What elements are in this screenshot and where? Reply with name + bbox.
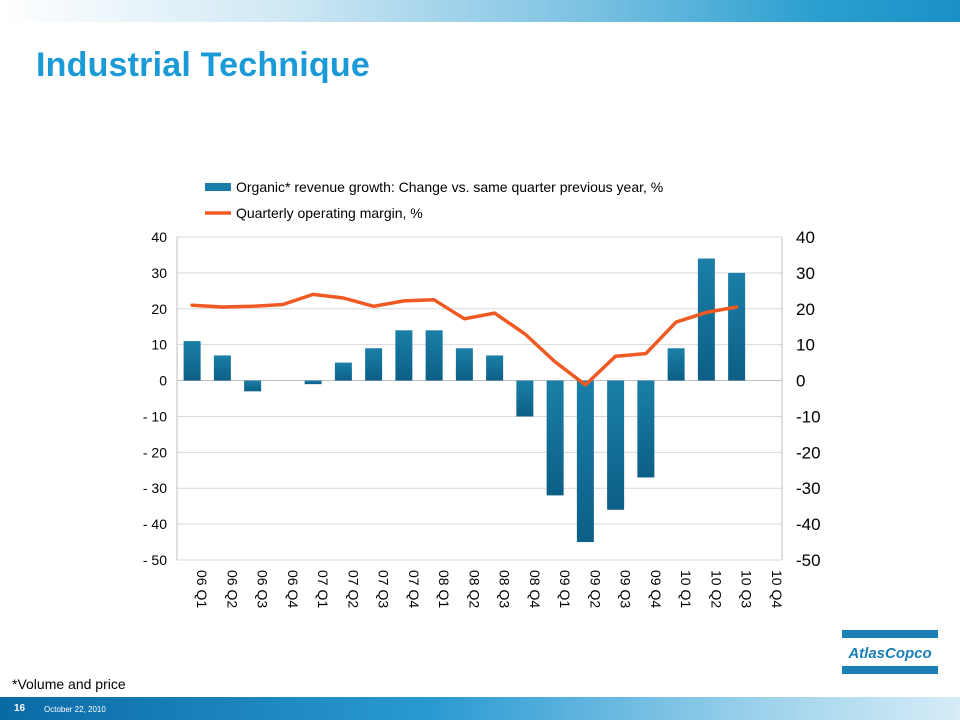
bar: [244, 380, 262, 392]
y-tick-left: 0: [159, 373, 167, 389]
y-tick-right: 10: [796, 336, 815, 355]
x-tick-label: 08 Q1: [436, 570, 452, 608]
svg-text:AtlasCopco: AtlasCopco: [847, 645, 931, 662]
x-tick-label: 09 Q2: [587, 570, 603, 608]
x-tick-label: 07 Q4: [406, 570, 422, 608]
x-tick-label: 10 Q4: [769, 570, 785, 608]
x-tick-label: 08 Q4: [527, 570, 543, 608]
x-tick-label: 10 Q1: [678, 570, 694, 608]
x-tick-label: 07 Q2: [345, 570, 361, 608]
bar: [334, 362, 352, 381]
bar: [546, 380, 564, 496]
y-tick-left: - 20: [143, 444, 167, 460]
margin-line: [190, 292, 739, 387]
bar: [576, 380, 594, 543]
slide-title: Industrial Technique: [36, 46, 370, 84]
x-tick-label: 08 Q3: [497, 570, 513, 608]
bar: [213, 355, 231, 381]
bar: [728, 272, 746, 381]
y-tick-left: 10: [151, 337, 167, 353]
x-tick-label: 09 Q1: [557, 570, 573, 608]
atlas-copco-logo: AtlasCopco: [842, 630, 938, 674]
y-tick-right: 40: [796, 228, 815, 247]
bar: [183, 341, 201, 381]
bar: [395, 330, 413, 381]
bar: [697, 258, 715, 381]
x-tick-label: 06 Q1: [194, 570, 210, 608]
y-tick-right: -30: [796, 479, 821, 498]
x-tick-label: 07 Q3: [376, 570, 392, 608]
y-tick-left: 20: [151, 301, 167, 317]
y-tick-left: 40: [151, 229, 167, 245]
bar: [425, 330, 443, 381]
slide-date: October 22, 2010: [44, 705, 106, 714]
x-tick-label: 06 Q3: [255, 570, 271, 608]
x-tick-label: 08 Q2: [466, 570, 482, 608]
bar: [667, 348, 685, 381]
y-tick-left: - 50: [143, 552, 167, 568]
y-tick-right: -10: [796, 407, 821, 426]
y-tick-right: -50: [796, 551, 821, 570]
y-tick-right: 0: [796, 372, 805, 391]
y-tick-right: 30: [796, 264, 815, 283]
bar: [637, 380, 655, 478]
legend-label-line: Quarterly operating margin, %: [236, 205, 423, 221]
y-tick-left: - 30: [143, 480, 167, 496]
bar: [516, 380, 534, 417]
x-tick-label: 09 Q4: [648, 570, 664, 608]
x-tick-label: 06 Q4: [285, 570, 301, 608]
legend-label-bars: Organic* revenue growth: Change vs. same…: [236, 179, 663, 195]
y-tick-right: -20: [796, 443, 821, 462]
bar: [304, 380, 322, 385]
bar: [455, 348, 473, 381]
y-tick-left: - 40: [143, 516, 167, 532]
bar: [607, 380, 625, 510]
y-tick-right: -40: [796, 515, 821, 534]
x-tick-label: 06 Q2: [224, 570, 240, 608]
top-gradient-bar: [0, 0, 960, 22]
x-tick-label: 09 Q3: [618, 570, 634, 608]
x-tick-label: 07 Q1: [315, 570, 331, 608]
x-tick-label: 10 Q3: [739, 570, 755, 608]
page-number: 16: [14, 703, 26, 714]
bottom-gradient-bar: [0, 697, 960, 720]
chart-legend: Organic* revenue growth: Change vs. same…: [205, 179, 663, 221]
legend-swatch-bars: [205, 183, 231, 191]
y-tick-right: 20: [796, 300, 815, 319]
footnote: *Volume and price: [12, 676, 126, 692]
bar: [365, 348, 383, 381]
y-tick-left: - 10: [143, 408, 167, 424]
bar: [486, 355, 504, 381]
x-tick-label: 10 Q2: [708, 570, 724, 608]
y-tick-left: 30: [151, 265, 167, 281]
